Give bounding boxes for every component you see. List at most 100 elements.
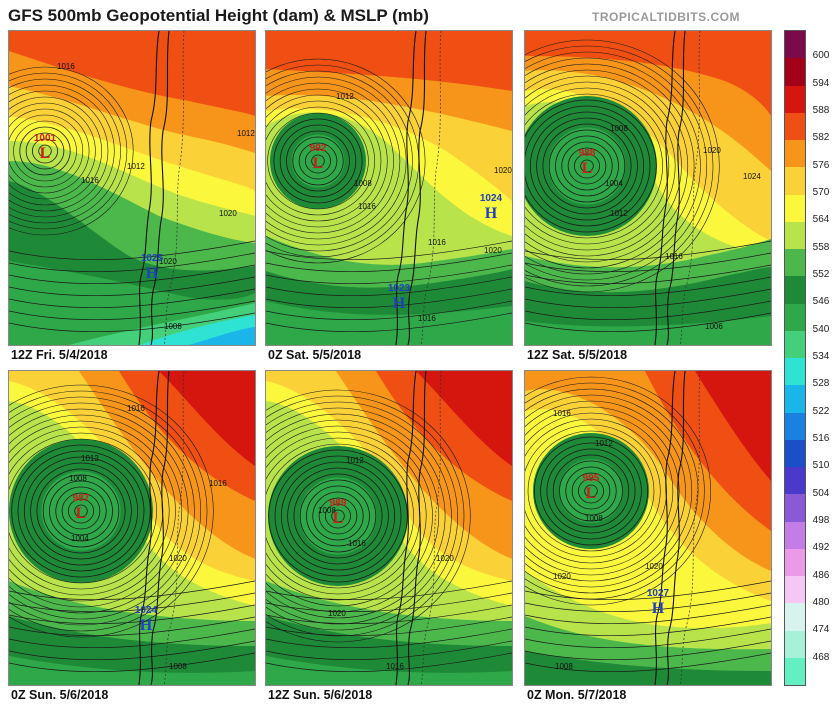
isobar: [293, 473, 383, 559]
isobar: [299, 479, 377, 553]
high-pressure-value: 1025: [141, 253, 164, 264]
low-pressure-value: 1001: [34, 133, 57, 144]
colorbar-swatch: [785, 385, 805, 413]
isobar: [266, 70, 413, 252]
isobar-label: 1012: [346, 456, 364, 465]
isobar-label: 1016: [127, 404, 145, 413]
country-border: [679, 371, 701, 685]
isobar: [267, 112, 369, 210]
isobar: [266, 252, 512, 273]
isobar: [9, 402, 195, 620]
isobar: [9, 592, 255, 613]
isobar: [578, 478, 605, 504]
isobar: [525, 640, 771, 661]
isobar-label: 1004: [71, 534, 89, 543]
isobar: [548, 129, 626, 203]
isobar: [9, 108, 90, 194]
isobar: [525, 616, 771, 637]
low-pressure-icon: L: [76, 505, 87, 522]
isobar: [9, 420, 176, 602]
height-band: [189, 327, 255, 345]
isobar: [9, 438, 157, 584]
isobar: [9, 252, 255, 273]
isobar: [584, 484, 598, 498]
isobar: [9, 390, 208, 632]
isobar: [286, 130, 350, 192]
isobar: [17, 450, 145, 572]
height-band: [9, 656, 255, 685]
isobar: [9, 96, 102, 206]
colorbar-swatch: [785, 467, 805, 495]
coastline: [654, 371, 676, 685]
isobar: [525, 592, 771, 613]
isobar: [266, 580, 512, 601]
isobar: [9, 616, 255, 637]
high-pressure-value: 1024: [135, 605, 158, 616]
panel-valid-time: 12Z Sat. 5/5/2018: [527, 348, 628, 362]
isobar: [23, 456, 139, 566]
isobar: [525, 240, 771, 261]
isobar: [525, 288, 771, 309]
isobar: [525, 93, 663, 239]
isobar: [266, 312, 512, 333]
isobar: [266, 100, 382, 222]
isobar-label: 1012: [237, 129, 255, 138]
isobar: [542, 123, 632, 209]
colorbar-level-label: 600: [812, 50, 830, 62]
colorbar-swatch: [785, 303, 805, 331]
colorbar-level-label: 576: [812, 159, 830, 171]
isobar: [536, 117, 638, 215]
isobar: [525, 406, 680, 576]
isobar: [571, 472, 611, 510]
isobar: [9, 604, 255, 625]
isobar-label: 1004: [605, 179, 623, 188]
isobar: [525, 105, 651, 227]
isobar: [525, 69, 689, 263]
isobar: [266, 389, 471, 643]
isobar: [527, 430, 655, 552]
isobar: [266, 443, 414, 589]
colorbar-swatch: [785, 439, 805, 467]
panel-valid-time: 0Z Sat. 5/5/2018: [268, 348, 362, 362]
low-pressure-value: 987: [73, 493, 90, 504]
isobar-label: 1012: [127, 162, 145, 171]
isobar: [266, 288, 512, 309]
colorbar-swatch: [785, 249, 805, 277]
colorbar-swatch: [785, 494, 805, 522]
isobar: [266, 431, 427, 601]
colorbar-level-label: 510: [812, 460, 830, 472]
colorbar-level-label: 594: [812, 77, 830, 89]
isobar: [559, 460, 623, 522]
isobar: [30, 462, 132, 560]
isobar: [525, 376, 711, 606]
colorbar-swatch: [785, 657, 805, 685]
isobar-label: 1016: [57, 62, 75, 71]
coastline: [395, 371, 417, 685]
coastline: [407, 31, 427, 345]
chart-title: GFS 500mb Geopotential Height (dam) & MS…: [8, 6, 429, 25]
map-panel-2: 1012 1008 1016 1020 1020 1016 1016 992 L 1024 H 102…: [265, 30, 513, 346]
isobar: [580, 159, 594, 173]
high-pressure-icon: H: [140, 617, 153, 634]
isobar: [266, 425, 433, 607]
map-panel-3: 1008 1012 1004 1020 1024 1016 1006 988 L: [524, 30, 772, 346]
low-pressure-icon: L: [313, 155, 324, 172]
high-pressure-value: 1023: [388, 283, 411, 294]
coastline: [654, 31, 676, 345]
low-pressure-icon: L: [586, 485, 597, 502]
colorbar-level-label: 468: [812, 651, 830, 663]
isobar: [42, 474, 120, 548]
isobar: [9, 276, 255, 297]
isobar-label: 1012: [595, 439, 613, 448]
isobar: [9, 652, 255, 673]
isobar: [533, 436, 649, 546]
isobar-label: 1020: [553, 572, 571, 581]
isobar: [266, 628, 512, 649]
colorbar-swatch: [785, 85, 805, 113]
colorbar-swatch: [785, 548, 805, 576]
colorbar-level-label: 492: [812, 542, 830, 554]
isobar-label: 1008: [164, 322, 182, 331]
isobar: [11, 444, 151, 578]
isobar: [13, 120, 77, 182]
